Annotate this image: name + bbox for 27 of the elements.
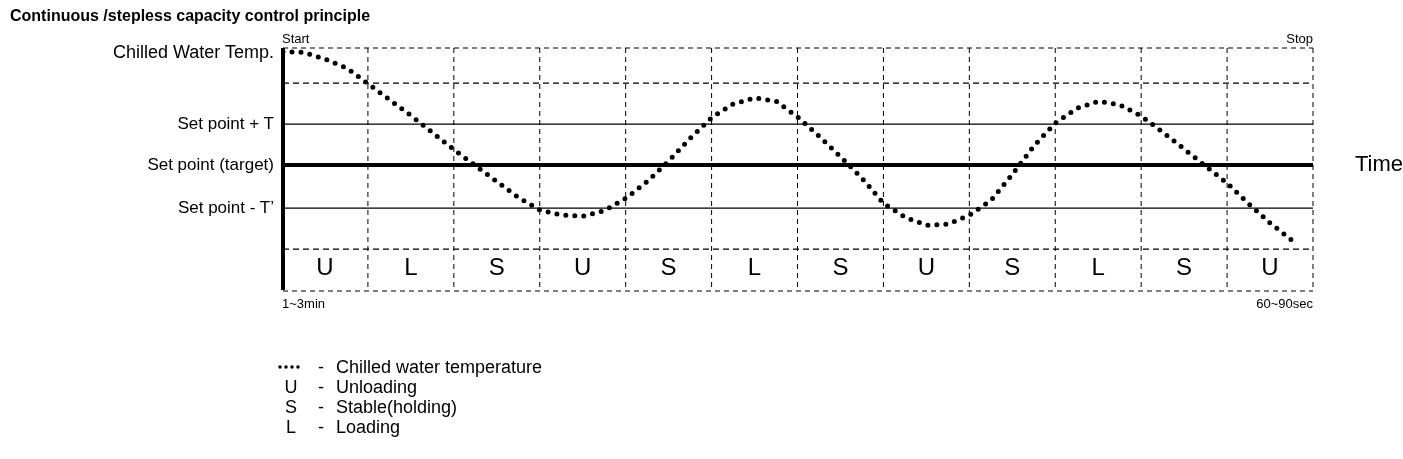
text: S [1004,253,1021,281]
ref-line-label: Set point - T’ [177,198,274,218]
ref-line-label: Set point + T [177,113,274,133]
text: 60~90sec [1256,296,1314,311]
text: L [404,253,418,281]
ref-line-label: Set point (target) [147,154,274,174]
text: S [488,253,505,281]
text: S [832,253,849,281]
text: S [1176,253,1193,281]
text: U - Unloading [283,377,418,397]
text: L [1091,253,1105,281]
text: S [660,253,677,281]
text: L - Loading [285,417,401,437]
text: U [1261,253,1279,281]
text: U [316,253,334,281]
legend-label: Chilled water temperature [336,357,543,377]
chart-title: Continuous /stepless capacity control principle [10,7,371,24]
x-axis-title: Time [1355,151,1403,177]
text: U [574,253,592,281]
y-axis-title: Chilled Water Temp. [112,42,274,63]
text: 1~3min [282,296,325,311]
text: L [747,253,762,281]
text: - [317,357,325,377]
text: S - Stable(holding) [284,397,458,417]
text: Stop [1286,31,1313,46]
text: Start [282,31,310,46]
text: U [917,253,936,281]
